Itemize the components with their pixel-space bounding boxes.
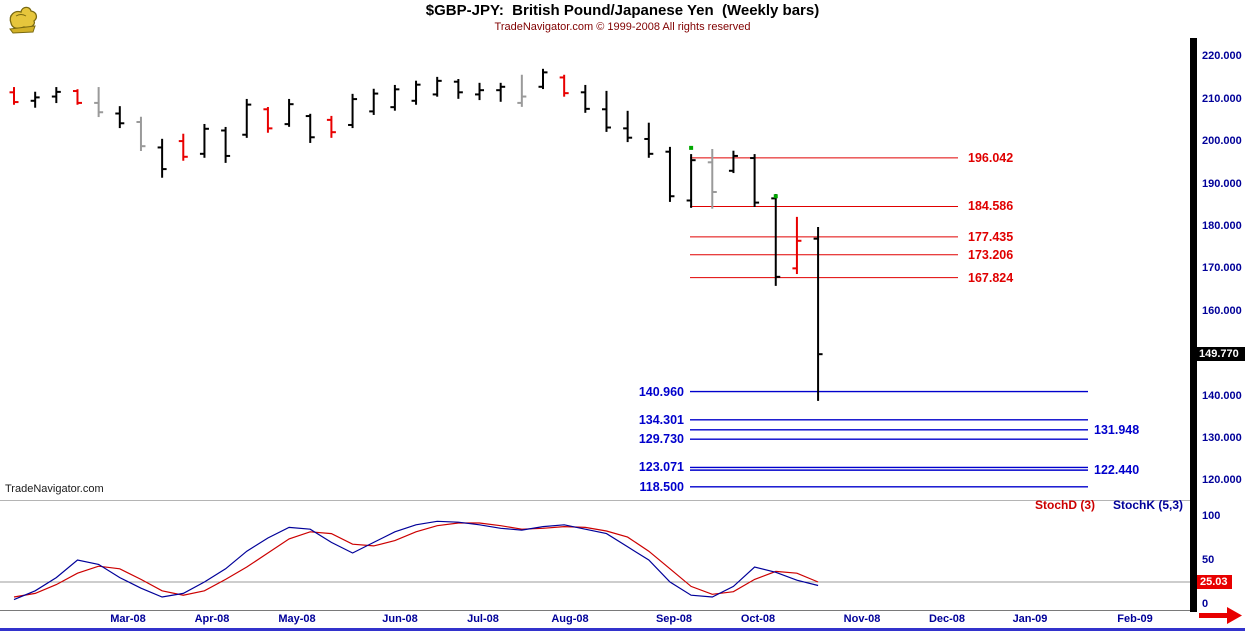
resistance-level-label: 177.435	[968, 229, 1014, 244]
time-axis-label: Feb-09	[1117, 613, 1153, 625]
support-level-label: 122.440	[1094, 463, 1140, 478]
watermark-text: TradeNavigator.com	[5, 483, 104, 495]
chart-title: $GBP-JPY: British Pound/Japanese Yen (We…	[425, 2, 820, 19]
price-axis-tick: 130.000	[1202, 432, 1242, 445]
support-level-label: 118.500	[639, 479, 685, 494]
resistance-level-label: 184.586	[968, 199, 1014, 214]
last-price-badge: 149.770	[1197, 347, 1245, 362]
stoch-axis-tick: 0	[1202, 598, 1209, 610]
time-axis-label: Jan-09	[1012, 613, 1048, 625]
resistance-level-label: 196.042	[968, 150, 1014, 165]
indicator-legend: StochD (3) StochK (5,3)	[1035, 498, 1183, 512]
time-axis-label: Oct-08	[740, 613, 776, 625]
price-axis-tick: 180.000	[1202, 219, 1242, 232]
time-axis-label: Jul-08	[467, 613, 499, 625]
price-axis-tick: 160.000	[1202, 304, 1242, 317]
stoch-axis-tick: 100	[1202, 510, 1221, 522]
time-axis-label: Jun-08	[382, 613, 418, 625]
support-level-label: 140.960	[638, 384, 684, 399]
support-level-label: 131.948	[1094, 422, 1140, 437]
stochd-legend-label[interactable]: StochD (3)	[1034, 498, 1095, 512]
time-axis-label: Apr-08	[194, 613, 230, 625]
price-axis-tick: 170.000	[1202, 262, 1242, 275]
price-axis-tick: 140.000	[1202, 389, 1242, 402]
price-axis-tick: 220.000	[1202, 50, 1242, 63]
price-axis-tick: 120.000	[1202, 474, 1242, 487]
time-axis-label: Aug-08	[551, 613, 589, 625]
support-level-label: 134.301	[638, 412, 684, 427]
resistance-level-label: 173.206	[968, 247, 1014, 262]
support-level-label: 129.730	[638, 432, 684, 447]
time-axis-label: Mar-08	[110, 613, 146, 625]
price-axis-tick: 190.000	[1202, 177, 1242, 190]
stoch-axis-tick: 50	[1202, 554, 1215, 566]
scroll-right-arrow-icon[interactable]	[1197, 604, 1244, 632]
tradenavigator-logo-icon[interactable]	[4, 2, 40, 41]
time-axis-label: Dec-08	[928, 613, 966, 625]
copyright-text: TradeNavigator.com © 1999-2008 All right…	[494, 21, 751, 33]
stochk-legend-label[interactable]: StochK (5,3)	[1112, 498, 1183, 512]
support-level-label: 123.071	[638, 460, 684, 475]
price-axis-tick: 210.000	[1202, 92, 1242, 105]
vertical-scrollbar[interactable]	[1190, 38, 1197, 612]
resistance-level-label: 167.824	[968, 270, 1014, 285]
gold-lamp-glyph	[9, 6, 38, 34]
time-axis-label: Sep-08	[655, 613, 693, 625]
price-axis-tick: 200.000	[1202, 135, 1242, 148]
time-axis-label: May-08	[278, 613, 316, 625]
bottom-border	[0, 628, 1245, 631]
stoch-value-badge: 25.03	[1197, 574, 1232, 589]
time-axis-label: Nov-08	[843, 613, 881, 625]
